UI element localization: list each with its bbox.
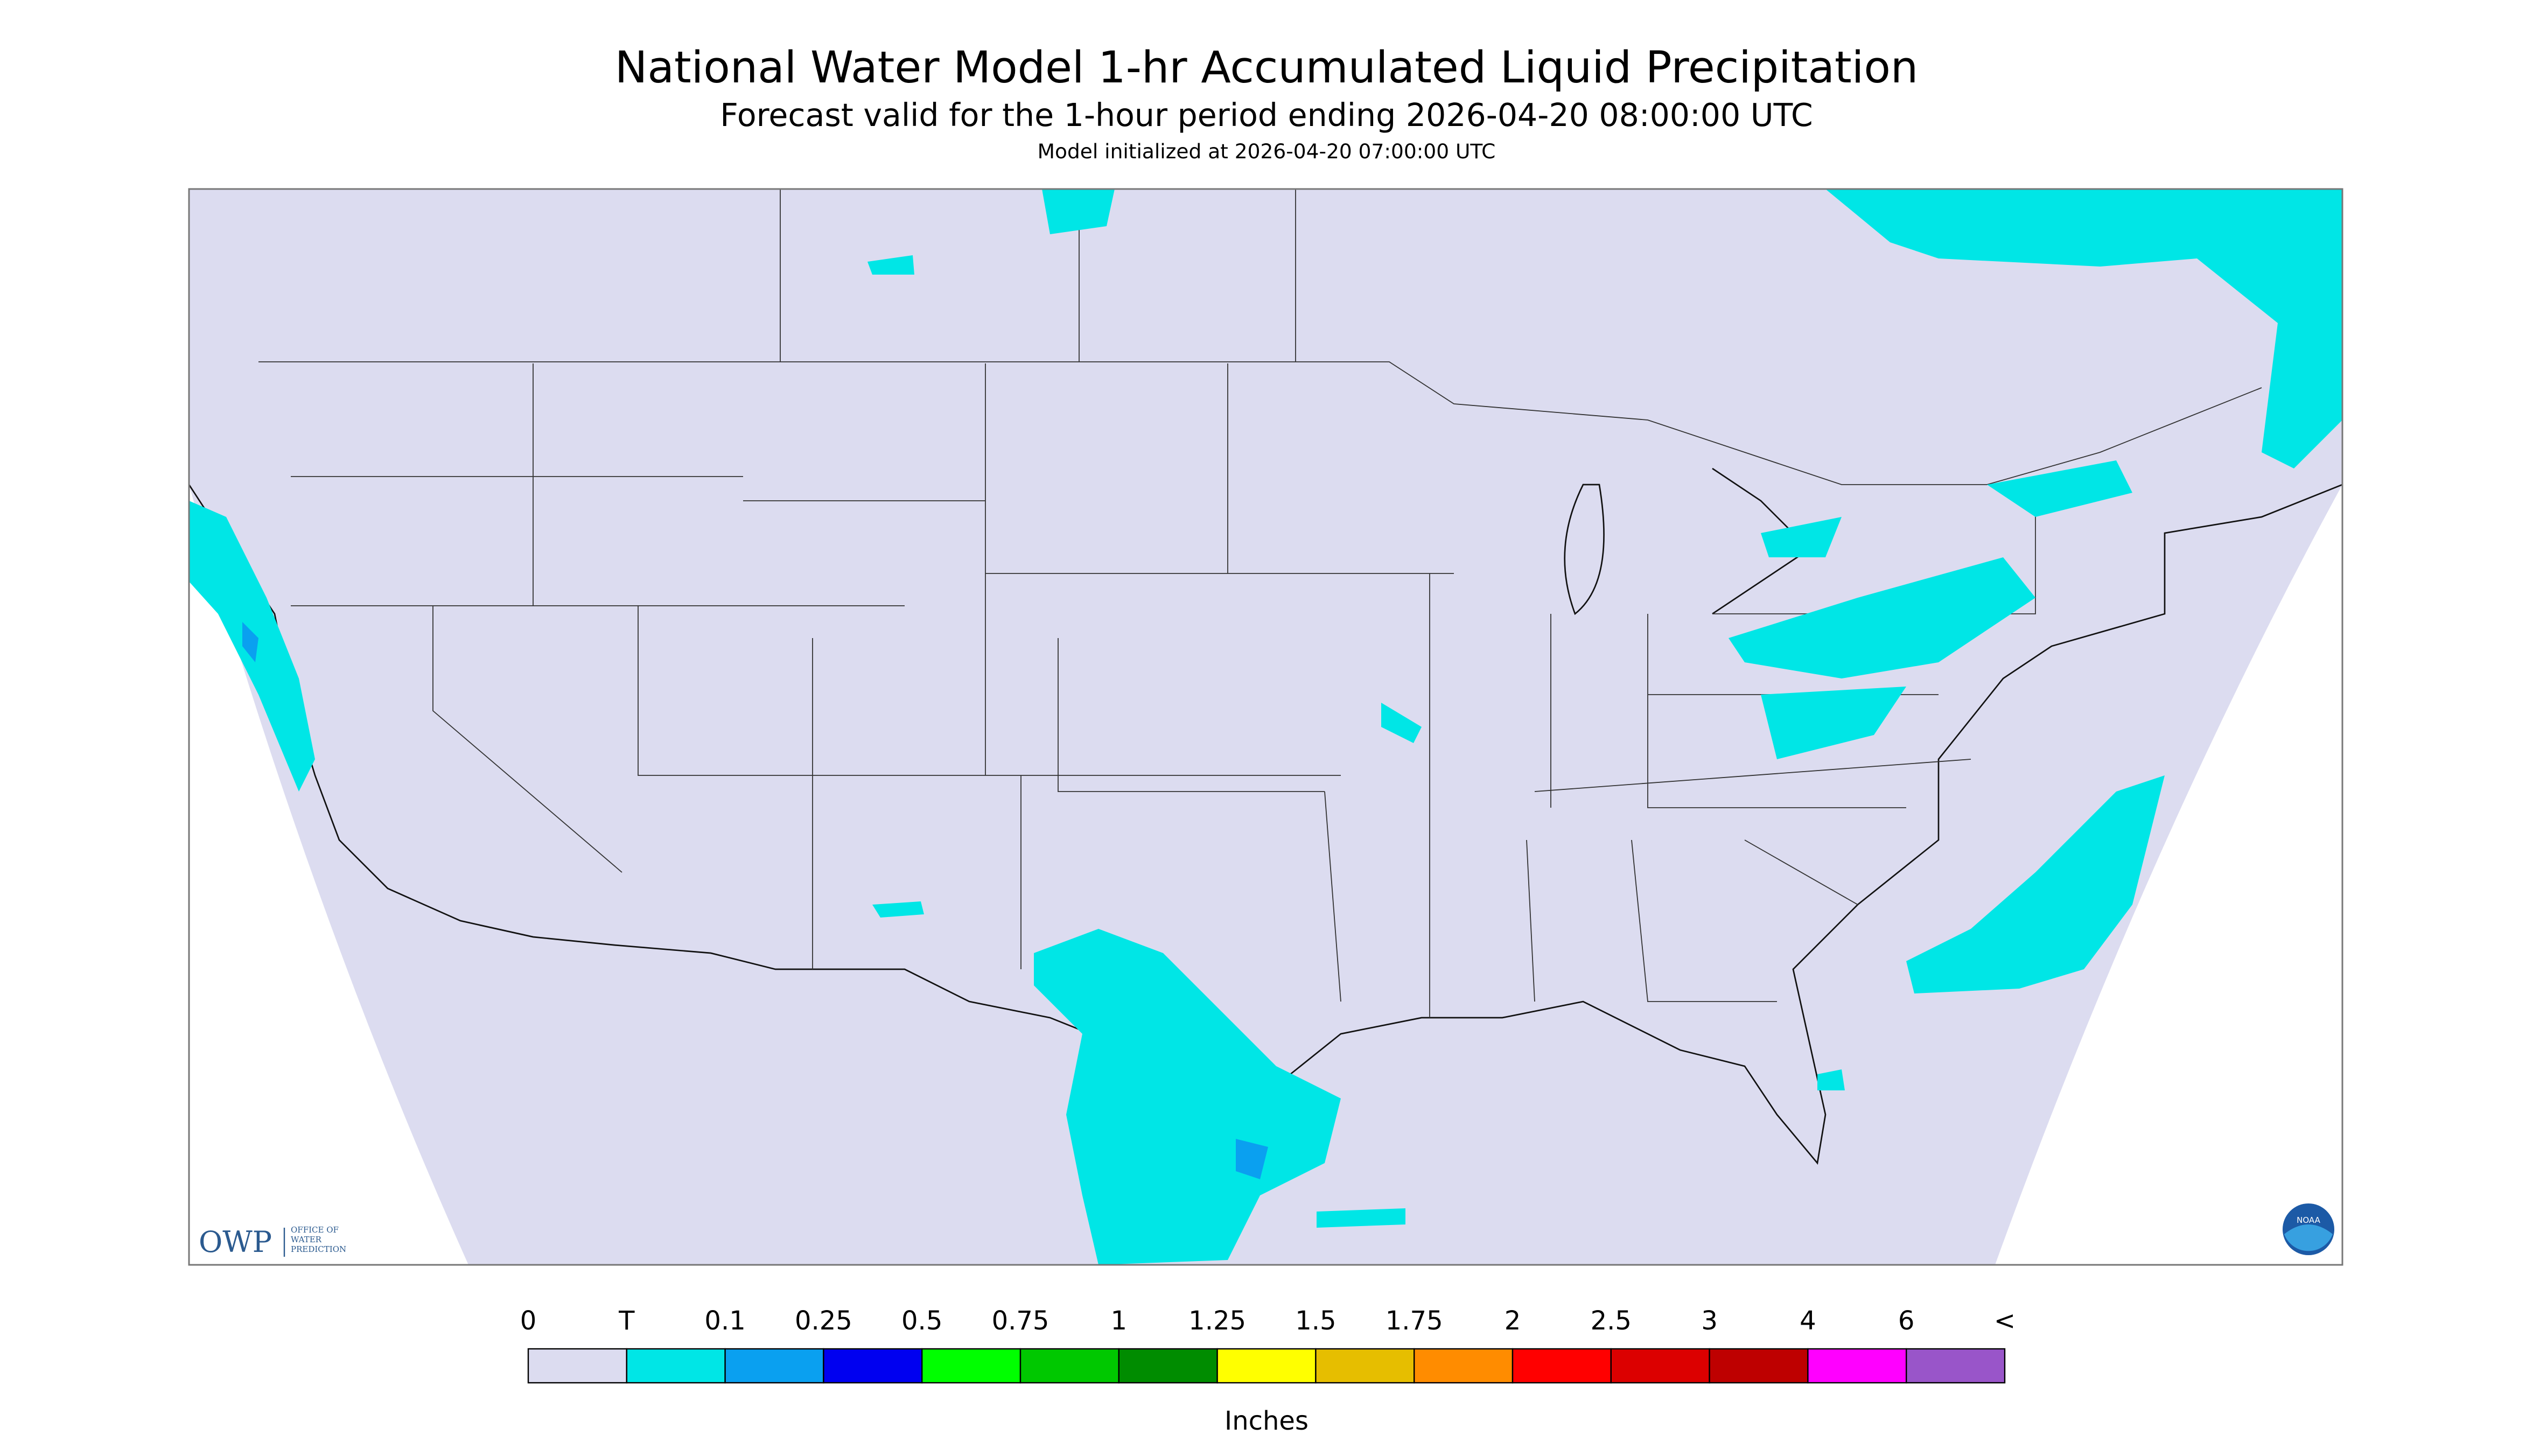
- legend-swatch: [1610, 1348, 1710, 1384]
- legend-label: 0: [520, 1306, 537, 1336]
- noaa-text: NOAA: [2297, 1215, 2320, 1225]
- legend-label: 0.1: [704, 1306, 745, 1336]
- legend-swatch: [1118, 1348, 1218, 1384]
- legend-swatch: [724, 1348, 824, 1384]
- legend-label: 2.5: [1591, 1306, 1632, 1336]
- legend-swatch: [1315, 1348, 1415, 1384]
- legend-swatch: [823, 1348, 923, 1384]
- legend-swatch: [1709, 1348, 1809, 1384]
- legend-swatch: [527, 1348, 628, 1384]
- noaa-logo: NOAA: [2283, 1203, 2334, 1256]
- legend-label: 3: [1701, 1306, 1718, 1336]
- legend-label: 1.25: [1188, 1306, 1246, 1336]
- model-domain: [189, 189, 2342, 1265]
- legend-swatch: [1807, 1348, 1907, 1384]
- legend-swatch: [1414, 1348, 1514, 1384]
- legend-label: 1.5: [1295, 1306, 1336, 1336]
- legend-label: T: [618, 1306, 635, 1336]
- legend-label: <: [1994, 1306, 2016, 1336]
- logo-name: OWP: [199, 1225, 272, 1259]
- subtitle: Forecast valid for the 1-hour period end…: [720, 97, 1813, 134]
- map: OWP OFFICE OF WATER PREDICTION NOAA: [188, 188, 2343, 1266]
- logo-line: OFFICE OF: [291, 1225, 339, 1235]
- precip-texas-core: [1236, 1139, 1268, 1180]
- legend-swatch: [1905, 1348, 2006, 1384]
- map-border: [188, 188, 2343, 1266]
- noaa-wave: [2284, 1224, 2333, 1251]
- logo-line: PREDICTION: [291, 1244, 346, 1254]
- precip-atlantic: [1906, 775, 2165, 994]
- legend: Inches 0 T 0.1 0.25 0.5 0.75 1 1.25 1.5 1.75 2 2.5 3…: [520, 1306, 2016, 1436]
- legend-label: 2: [1505, 1306, 1521, 1336]
- legend-label: 6: [1898, 1306, 1915, 1336]
- logo-line: WATER: [291, 1235, 322, 1244]
- owp-logo: OWP OFFICE OF WATER PREDICTION: [199, 1225, 346, 1259]
- init-time: Model initialized at 2026-04-20 07:00:00…: [1038, 139, 1496, 163]
- legend-swatch: [1216, 1348, 1317, 1384]
- state-lines: [258, 189, 2262, 1018]
- legend-swatch: [1019, 1348, 1120, 1384]
- legend-swatch: [1512, 1348, 1612, 1384]
- legend-swatch: [921, 1348, 1021, 1384]
- legend-label: 1.75: [1386, 1306, 1443, 1336]
- legend-label: 0.25: [795, 1306, 852, 1336]
- legend-label: 0.75: [992, 1306, 1049, 1336]
- legend-label: 0.5: [901, 1306, 942, 1336]
- legend-label: 4: [1800, 1306, 1816, 1336]
- precipitation: [189, 189, 2342, 1265]
- legend-label: 1: [1111, 1306, 1128, 1336]
- title: National Water Model 1-hr Accumulated Li…: [615, 43, 1918, 93]
- legend-unit: Inches: [1224, 1406, 1309, 1436]
- great-lakes: [1564, 467, 1811, 615]
- precip-west-core: [242, 622, 258, 663]
- precip-texas: [1034, 929, 1341, 1265]
- precip-northeast: [1729, 460, 2132, 760]
- precip-canada: [1825, 189, 2342, 469]
- legend-swatch: [626, 1348, 726, 1384]
